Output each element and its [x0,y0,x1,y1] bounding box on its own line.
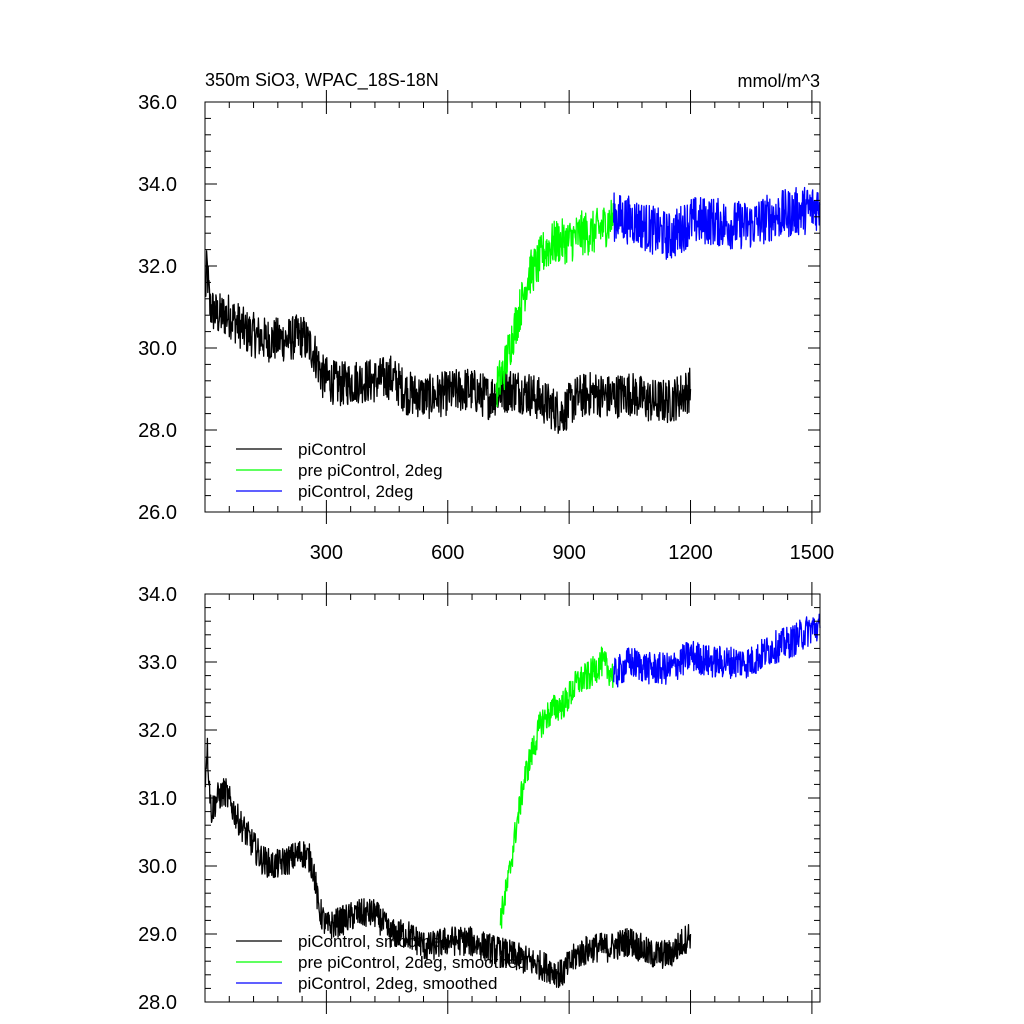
y-tick-label: 30.0 [138,338,177,360]
legend-label: piControl, 2deg, smoothed [298,974,497,993]
y-tick-label: 30.0 [138,856,177,878]
top-ticks: 300 600 900 1200 1500 26.0 28.0 30.0 32.0 34.0 36.… [138,90,834,564]
x-tick-label: 600 [431,542,464,564]
legend-label: piControl, 2deg [298,482,413,501]
bottom-panel: 28.0 29.0 30.0 31.0 32.0 33.0 34.0 piControl, … [138,582,821,1014]
series-line [495,199,615,408]
top-series-group [204,186,821,434]
y-tick-label: 32.0 [138,256,177,278]
y-tick-label: 26.0 [138,502,177,524]
series-line [613,186,821,260]
top-panel: 350m SiO3, WPAC_18S-18N mmol/m^3 300 600 9… [138,70,834,564]
series-line [204,250,692,434]
x-tick-label: 1200 [668,542,713,564]
bottom-ticks: 28.0 29.0 30.0 31.0 32.0 33.0 34.0 [138,582,820,1014]
y-tick-label: 33.0 [138,652,177,674]
y-tick-label: 36.0 [138,92,177,114]
chart-title: 350m SiO3, WPAC_18S-18N [205,70,439,91]
legend-label: pre piControl, 2deg, smoothed [298,953,527,972]
legend-label: piControl [298,440,366,459]
legend-label: piControl, smoothed [298,932,450,951]
series-line [613,613,821,688]
bottom-legend: piControl, smoothed pre piControl, 2deg, … [236,932,527,993]
top-plot-frame [204,101,821,513]
y-tick-label: 34.0 [138,584,177,606]
bottom-series-group [204,613,821,989]
x-tick-label: 900 [552,542,585,564]
legend-label: pre piControl, 2deg [298,461,443,480]
series-line [499,646,615,929]
y-tick-label: 28.0 [138,992,177,1014]
y-tick-label: 31.0 [138,788,177,810]
series-line [204,737,692,989]
x-tick-label: 300 [310,542,343,564]
y-tick-label: 28.0 [138,420,177,442]
x-tick-label: 1500 [790,542,835,564]
chart-units: mmol/m^3 [738,71,820,91]
top-legend: piControl pre piControl, 2deg piControl, 2… [236,440,443,501]
y-tick-label: 29.0 [138,924,177,946]
y-tick-label: 32.0 [138,720,177,742]
y-tick-label: 34.0 [138,174,177,196]
